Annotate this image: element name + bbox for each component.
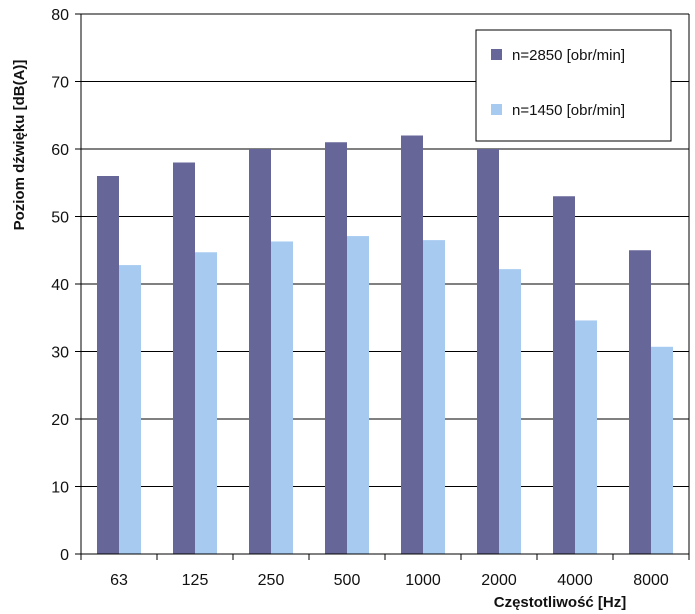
y-tick-labels: 0 10 20 30 40 50 60 70 80 — [51, 7, 81, 564]
y-tick-label: 60 — [51, 142, 69, 159]
y-tick-label: 30 — [51, 345, 69, 362]
bar-series-2-2000 — [499, 269, 521, 554]
bar-series-1-4000 — [553, 196, 575, 554]
x-tick-label: 1000 — [405, 572, 441, 589]
legend-label-series-1: n=2850 [obr/min] — [512, 47, 625, 64]
bar-series-1-63 — [97, 176, 119, 554]
legend-label-series-2: n=1450 [obr/min] — [512, 102, 625, 119]
bar-series-2-4000 — [575, 320, 597, 554]
bar-series-1-1000 — [401, 135, 423, 554]
x-tick-labels: 63 125 250 500 1000 2000 4000 8000 — [80, 554, 690, 589]
y-tick-label: 0 — [60, 547, 69, 564]
y-tick-label: 70 — [51, 75, 69, 92]
bar-series-1-8000 — [629, 250, 651, 554]
x-tick-label: 63 — [110, 572, 128, 589]
y-tick-label: 50 — [51, 210, 69, 227]
bar-series-2-63 — [119, 265, 141, 554]
bar-series-2-250 — [271, 241, 293, 554]
y-axis-label: Poziom dźwięku [dB(A)] — [11, 60, 28, 231]
y-tick-label: 10 — [51, 480, 69, 497]
y-tick-label: 80 — [51, 7, 69, 24]
bar-series-1-125 — [173, 162, 195, 554]
legend-swatch-series-2 — [491, 104, 502, 115]
x-tick-label: 8000 — [633, 572, 669, 589]
bar-series-1-250 — [249, 149, 271, 554]
y-tick-label: 40 — [51, 277, 69, 294]
bar-series-1-500 — [325, 142, 347, 554]
bar-series-2-1000 — [423, 240, 445, 554]
legend: n=2850 [obr/min] n=1450 [obr/min] — [475, 29, 672, 142]
x-tick-label: 2000 — [481, 572, 517, 589]
bar-series-1-2000 — [477, 149, 499, 554]
bars — [97, 135, 673, 554]
y-tick-label: 20 — [51, 412, 69, 429]
bar-series-2-8000 — [651, 346, 673, 554]
bar-series-2-125 — [195, 252, 217, 554]
x-tick-label: 4000 — [557, 572, 593, 589]
legend-swatch-series-1 — [491, 49, 502, 60]
bar-series-2-500 — [347, 236, 369, 554]
legend-box — [475, 29, 672, 142]
x-tick-label: 125 — [182, 572, 209, 589]
x-tick-label: 250 — [258, 572, 285, 589]
x-axis-label: Częstotliwość [Hz] — [494, 594, 627, 611]
x-tick-label: 500 — [334, 572, 361, 589]
